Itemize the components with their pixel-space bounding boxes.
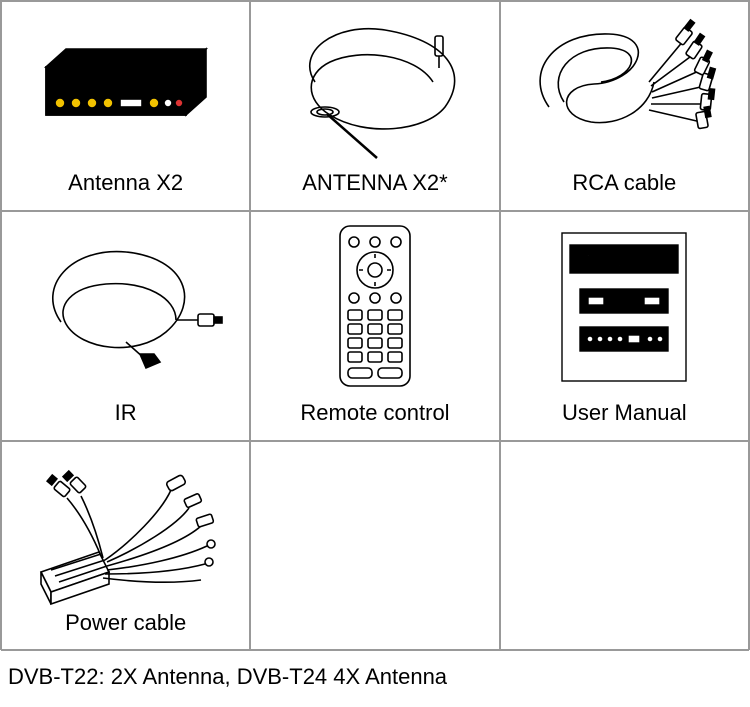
cell-manual: Car DVB-T2 Receiver User's Manual User M… <box>500 211 749 441</box>
cell-remote: Remote control <box>250 211 499 441</box>
label-ir-cable: IR <box>115 400 137 426</box>
cell-empty-2 <box>500 441 749 651</box>
power-cable-icon <box>8 452 243 602</box>
label-rca-cable: RCA cable <box>572 170 676 196</box>
label-antenna-cable: ANTENNA X2* <box>302 170 448 196</box>
cell-ir-cable: IR <box>1 211 250 441</box>
manual-sub-text: User's Manual <box>602 264 647 271</box>
package-contents-grid: Antenna X2 ANTENNA X2* <box>0 0 750 650</box>
manual-title-text: Car DVB-T2 Receiver <box>581 250 668 260</box>
label-remote: Remote control <box>300 400 449 426</box>
label-power-cable: Power cable <box>65 610 186 636</box>
label-manual: User Manual <box>562 400 687 426</box>
antenna-cable-icon <box>257 12 492 162</box>
label-receiver-box: Antenna X2 <box>68 170 183 196</box>
rca-cable-icon <box>507 12 742 162</box>
cell-power-cable: Power cable <box>1 441 250 651</box>
footnote-text: DVB-T22: 2X Antenna, DVB-T24 4X Antenna <box>0 650 750 690</box>
cell-receiver-box: Antenna X2 <box>1 1 250 211</box>
receiver-box-icon <box>8 12 243 162</box>
cell-antenna-cable: ANTENNA X2* <box>250 1 499 211</box>
cell-empty-1 <box>250 441 499 651</box>
remote-icon <box>257 222 492 392</box>
cell-rca-cable: RCA cable <box>500 1 749 211</box>
manual-icon: Car DVB-T2 Receiver User's Manual <box>507 222 742 392</box>
ir-cable-icon <box>8 222 243 392</box>
